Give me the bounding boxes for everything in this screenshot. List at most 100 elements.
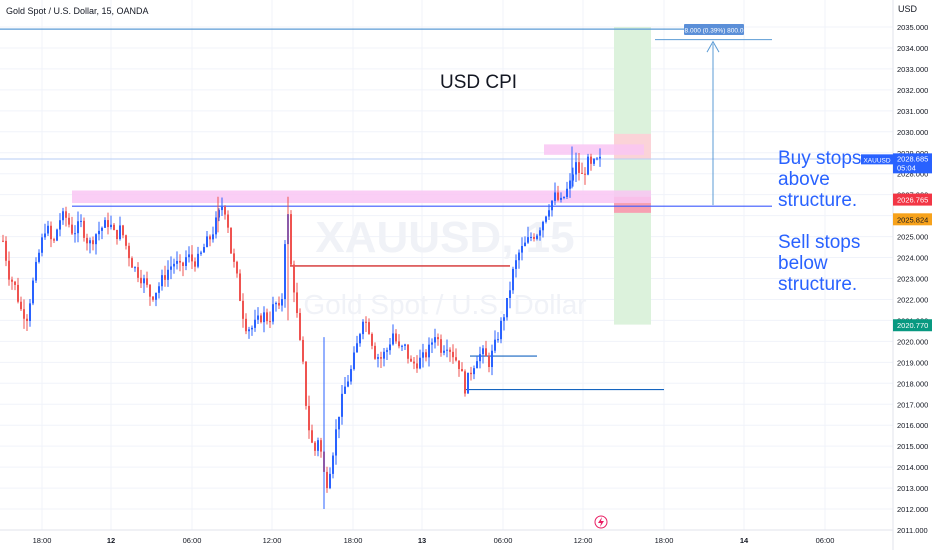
candle bbox=[584, 167, 586, 185]
candle bbox=[473, 365, 475, 380]
candle bbox=[572, 167, 574, 187]
candle bbox=[518, 249, 520, 269]
candle bbox=[11, 276, 13, 290]
candle bbox=[47, 220, 49, 236]
candle bbox=[233, 248, 235, 268]
candle bbox=[98, 221, 100, 241]
candle bbox=[509, 281, 511, 309]
current-price-tag bbox=[893, 153, 932, 174]
candle bbox=[185, 250, 187, 271]
candle bbox=[551, 200, 553, 217]
watermark-name: Gold Spot / U.S. Dollar bbox=[303, 289, 586, 320]
candle bbox=[269, 311, 271, 329]
candle bbox=[248, 326, 250, 339]
candle bbox=[455, 348, 457, 362]
candle bbox=[491, 344, 493, 376]
candle bbox=[209, 234, 211, 247]
event-icon[interactable] bbox=[594, 515, 608, 529]
candle bbox=[545, 215, 547, 224]
candle bbox=[86, 233, 88, 251]
candle bbox=[242, 293, 244, 328]
candle bbox=[236, 260, 238, 278]
price-tick-label: 2028.000 bbox=[897, 170, 928, 179]
candle bbox=[569, 173, 571, 198]
candle bbox=[302, 336, 304, 365]
price-tag bbox=[893, 319, 932, 332]
candle bbox=[212, 226, 214, 243]
candle bbox=[20, 296, 22, 312]
candle bbox=[353, 346, 355, 371]
candle bbox=[149, 284, 151, 306]
candle bbox=[371, 332, 373, 350]
candle bbox=[134, 266, 136, 272]
candle bbox=[74, 225, 76, 243]
time-tick-label: 06:00 bbox=[494, 536, 513, 545]
top-structure-zone bbox=[544, 144, 644, 155]
symbol-title: Gold Spot / U.S. Dollar, 15, OANDA bbox=[6, 6, 149, 16]
candle bbox=[113, 223, 115, 231]
measure-arrow-head bbox=[706, 40, 720, 53]
candle bbox=[104, 217, 106, 229]
price-tick-label: 2015.000 bbox=[897, 442, 928, 451]
candle bbox=[77, 211, 79, 243]
candle bbox=[395, 329, 397, 344]
candle bbox=[488, 352, 490, 373]
price-axis[interactable] bbox=[893, 0, 932, 550]
candle bbox=[179, 254, 181, 272]
candle bbox=[83, 217, 85, 242]
candle bbox=[278, 296, 280, 310]
candle bbox=[65, 206, 67, 227]
candle bbox=[254, 309, 256, 332]
candle bbox=[122, 224, 124, 239]
candle bbox=[560, 192, 562, 203]
candle bbox=[305, 361, 307, 410]
candle bbox=[437, 333, 439, 346]
candle bbox=[362, 319, 364, 340]
candle bbox=[476, 355, 478, 369]
candle bbox=[290, 210, 292, 266]
watermark-symbol: XAUUSD, 15 bbox=[315, 213, 574, 262]
candle bbox=[464, 369, 466, 397]
candle bbox=[341, 384, 343, 425]
price-tick-label: 2035.000 bbox=[897, 23, 928, 32]
candle bbox=[158, 282, 160, 299]
candle bbox=[143, 274, 145, 294]
candle bbox=[197, 246, 199, 269]
candle bbox=[431, 338, 433, 353]
candle bbox=[32, 277, 34, 306]
buy-stops-note: Buy stops above structure. bbox=[778, 148, 862, 211]
lightning-icon[interactable] bbox=[598, 517, 604, 527]
time-tick-label: 12:00 bbox=[263, 536, 282, 545]
candle bbox=[299, 308, 301, 341]
candle bbox=[206, 231, 208, 248]
candle bbox=[449, 347, 451, 362]
candle bbox=[140, 269, 142, 289]
candle bbox=[335, 419, 337, 465]
candle bbox=[467, 372, 469, 394]
candle bbox=[374, 342, 376, 360]
candle bbox=[434, 328, 436, 349]
target-zone-green bbox=[614, 27, 651, 325]
candle bbox=[443, 345, 445, 356]
candle bbox=[401, 344, 403, 351]
candle bbox=[512, 266, 514, 294]
candle bbox=[8, 251, 10, 286]
price-tick-label: 2018.000 bbox=[897, 379, 928, 388]
time-tick-label: 18:00 bbox=[33, 536, 52, 545]
candle bbox=[284, 240, 286, 308]
candle bbox=[527, 226, 529, 244]
candle bbox=[116, 229, 118, 245]
candle bbox=[407, 344, 409, 364]
candle bbox=[107, 212, 109, 235]
candle bbox=[458, 360, 460, 377]
candle bbox=[506, 297, 508, 321]
candle bbox=[251, 325, 253, 336]
candle bbox=[170, 256, 172, 280]
currency-label[interactable]: USD bbox=[898, 4, 918, 14]
price-tag bbox=[893, 193, 932, 206]
candle bbox=[575, 152, 577, 183]
candle bbox=[191, 245, 193, 269]
candle bbox=[2, 234, 4, 243]
